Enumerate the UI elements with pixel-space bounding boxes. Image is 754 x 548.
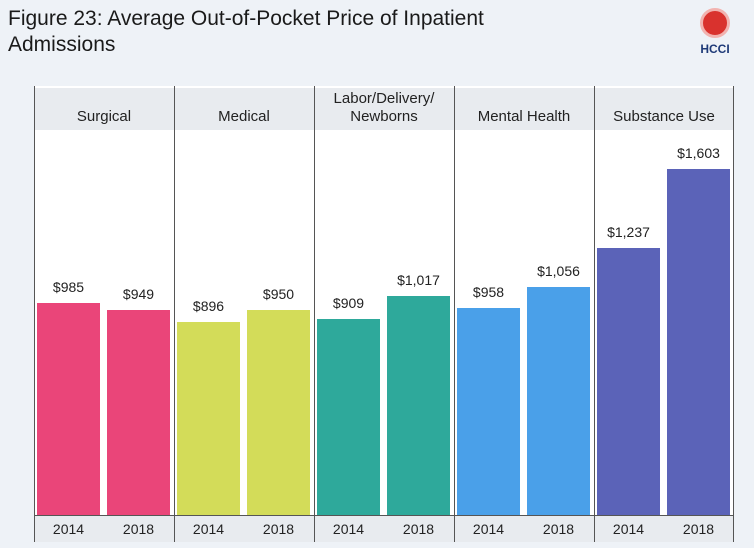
bar xyxy=(247,310,310,515)
group-separator xyxy=(454,86,455,542)
x-tick-label: 2018 xyxy=(402,521,435,537)
value-label: $985 xyxy=(52,278,85,295)
value-label: $949 xyxy=(122,286,155,303)
bar xyxy=(177,321,240,515)
bar xyxy=(387,295,450,515)
bar xyxy=(597,248,660,515)
logo: HCCI xyxy=(690,8,740,68)
bar xyxy=(667,169,730,515)
category-label: Surgical xyxy=(76,108,132,125)
x-axis-line xyxy=(34,515,734,516)
x-tick-label: 2014 xyxy=(52,521,85,537)
x-tick-label: 2014 xyxy=(472,521,505,537)
category-label: Substance Use xyxy=(613,108,715,125)
x-tick-label: 2018 xyxy=(262,521,295,537)
chart-title: Figure 23: Average Out-of-Pocket Price o… xyxy=(8,7,484,56)
x-tick-label: 2014 xyxy=(612,521,645,537)
logo-text: HCCI xyxy=(700,42,730,56)
value-label: $950 xyxy=(262,286,295,303)
x-tick-label: 2014 xyxy=(192,521,225,537)
category-label: Medical xyxy=(218,108,270,125)
value-label: $1,237 xyxy=(607,224,650,241)
group-separator xyxy=(733,86,734,542)
value-label: $958 xyxy=(472,284,505,301)
value-label: $1,603 xyxy=(677,145,720,162)
category-label: Labor/Delivery/ Newborns xyxy=(333,90,435,125)
value-label: $1,056 xyxy=(537,263,580,280)
value-label: $896 xyxy=(192,297,225,314)
group-separator xyxy=(34,86,35,542)
x-tick-label: 2018 xyxy=(122,521,155,537)
bar xyxy=(527,287,590,515)
x-tick-label: 2018 xyxy=(542,521,575,537)
bar xyxy=(457,308,520,515)
value-label: $1,017 xyxy=(397,271,440,288)
logo-icon xyxy=(700,8,730,38)
x-tick-label: 2014 xyxy=(332,521,365,537)
x-axis-band xyxy=(34,515,734,542)
group-separator xyxy=(594,86,595,542)
value-label: $909 xyxy=(332,294,365,311)
x-tick-label: 2018 xyxy=(682,521,715,537)
bar xyxy=(107,310,170,515)
group-separator xyxy=(174,86,175,542)
category-label: Mental Health xyxy=(477,108,571,125)
bar xyxy=(317,318,380,515)
group-separator xyxy=(314,86,315,542)
bar xyxy=(37,302,100,515)
plot-area: Surgical $985 2014 $949 2018 Medical $896 2014 $… xyxy=(34,86,734,542)
header-band xyxy=(34,88,734,130)
